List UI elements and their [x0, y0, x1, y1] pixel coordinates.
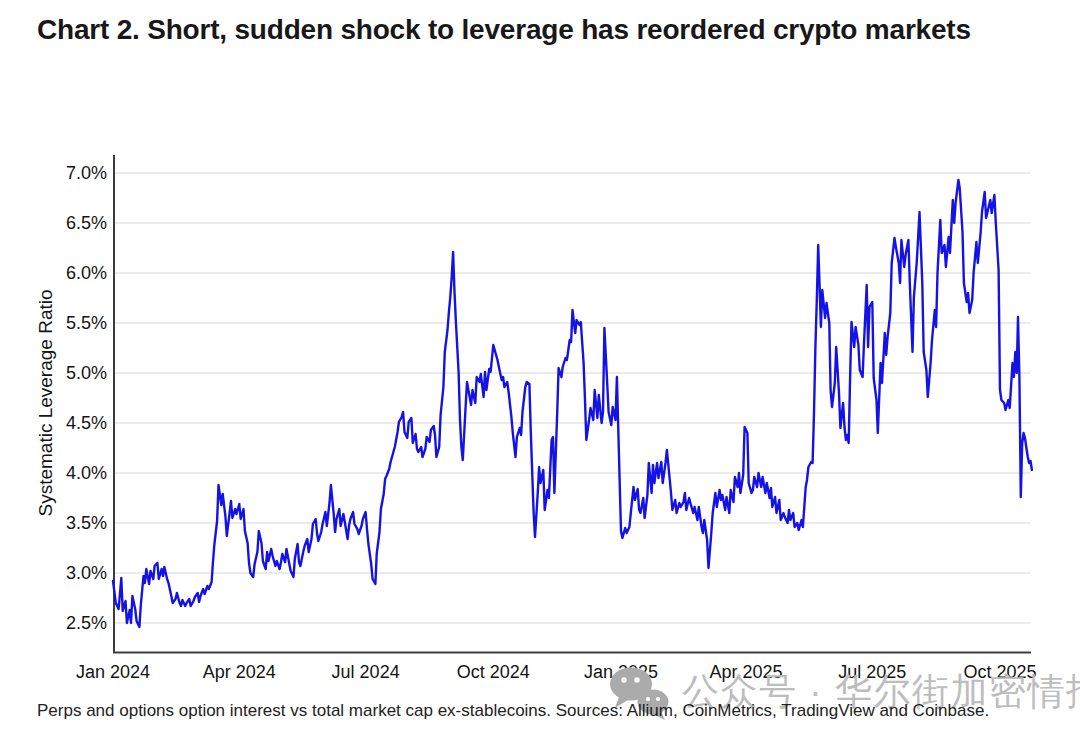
page: Chart 2. Short, sudden shock to leverage…	[0, 0, 1080, 744]
svg-text:Oct 2024: Oct 2024	[457, 662, 530, 682]
svg-text:4.0%: 4.0%	[66, 463, 107, 483]
svg-text:3.0%: 3.0%	[66, 563, 107, 583]
svg-text:5.5%: 5.5%	[66, 313, 107, 333]
y-axis-title: Systematic Leverage Ratio	[35, 289, 56, 516]
svg-text:Jul 2024: Jul 2024	[332, 662, 400, 682]
svg-text:5.0%: 5.0%	[66, 363, 107, 383]
svg-text:6.0%: 6.0%	[66, 263, 107, 283]
y-gridlines	[114, 173, 1030, 623]
svg-text:Jan 2024: Jan 2024	[76, 662, 150, 682]
y-axis-labels: 2.5% 3.0% 3.5% 4.0% 4.5% 5.0% 5.5% 6.0% 6.5% 7.0%	[66, 163, 107, 633]
svg-text:4.5%: 4.5%	[66, 413, 107, 433]
svg-text:2.5%: 2.5%	[66, 613, 107, 633]
axis-lines	[113, 155, 1031, 653]
svg-text:Apr 2024: Apr 2024	[203, 662, 276, 682]
svg-text:6.5%: 6.5%	[66, 213, 107, 233]
svg-text:3.5%: 3.5%	[66, 513, 107, 533]
series-line	[113, 180, 1032, 627]
leverage-ratio-chart: 2.5% 3.0% 3.5% 4.0% 4.5% 5.0% 5.5% 6.0% 6.5% 7.0%…	[0, 0, 1080, 744]
source-caption: Perps and options option interest vs tot…	[37, 701, 989, 721]
svg-text:7.0%: 7.0%	[66, 163, 107, 183]
